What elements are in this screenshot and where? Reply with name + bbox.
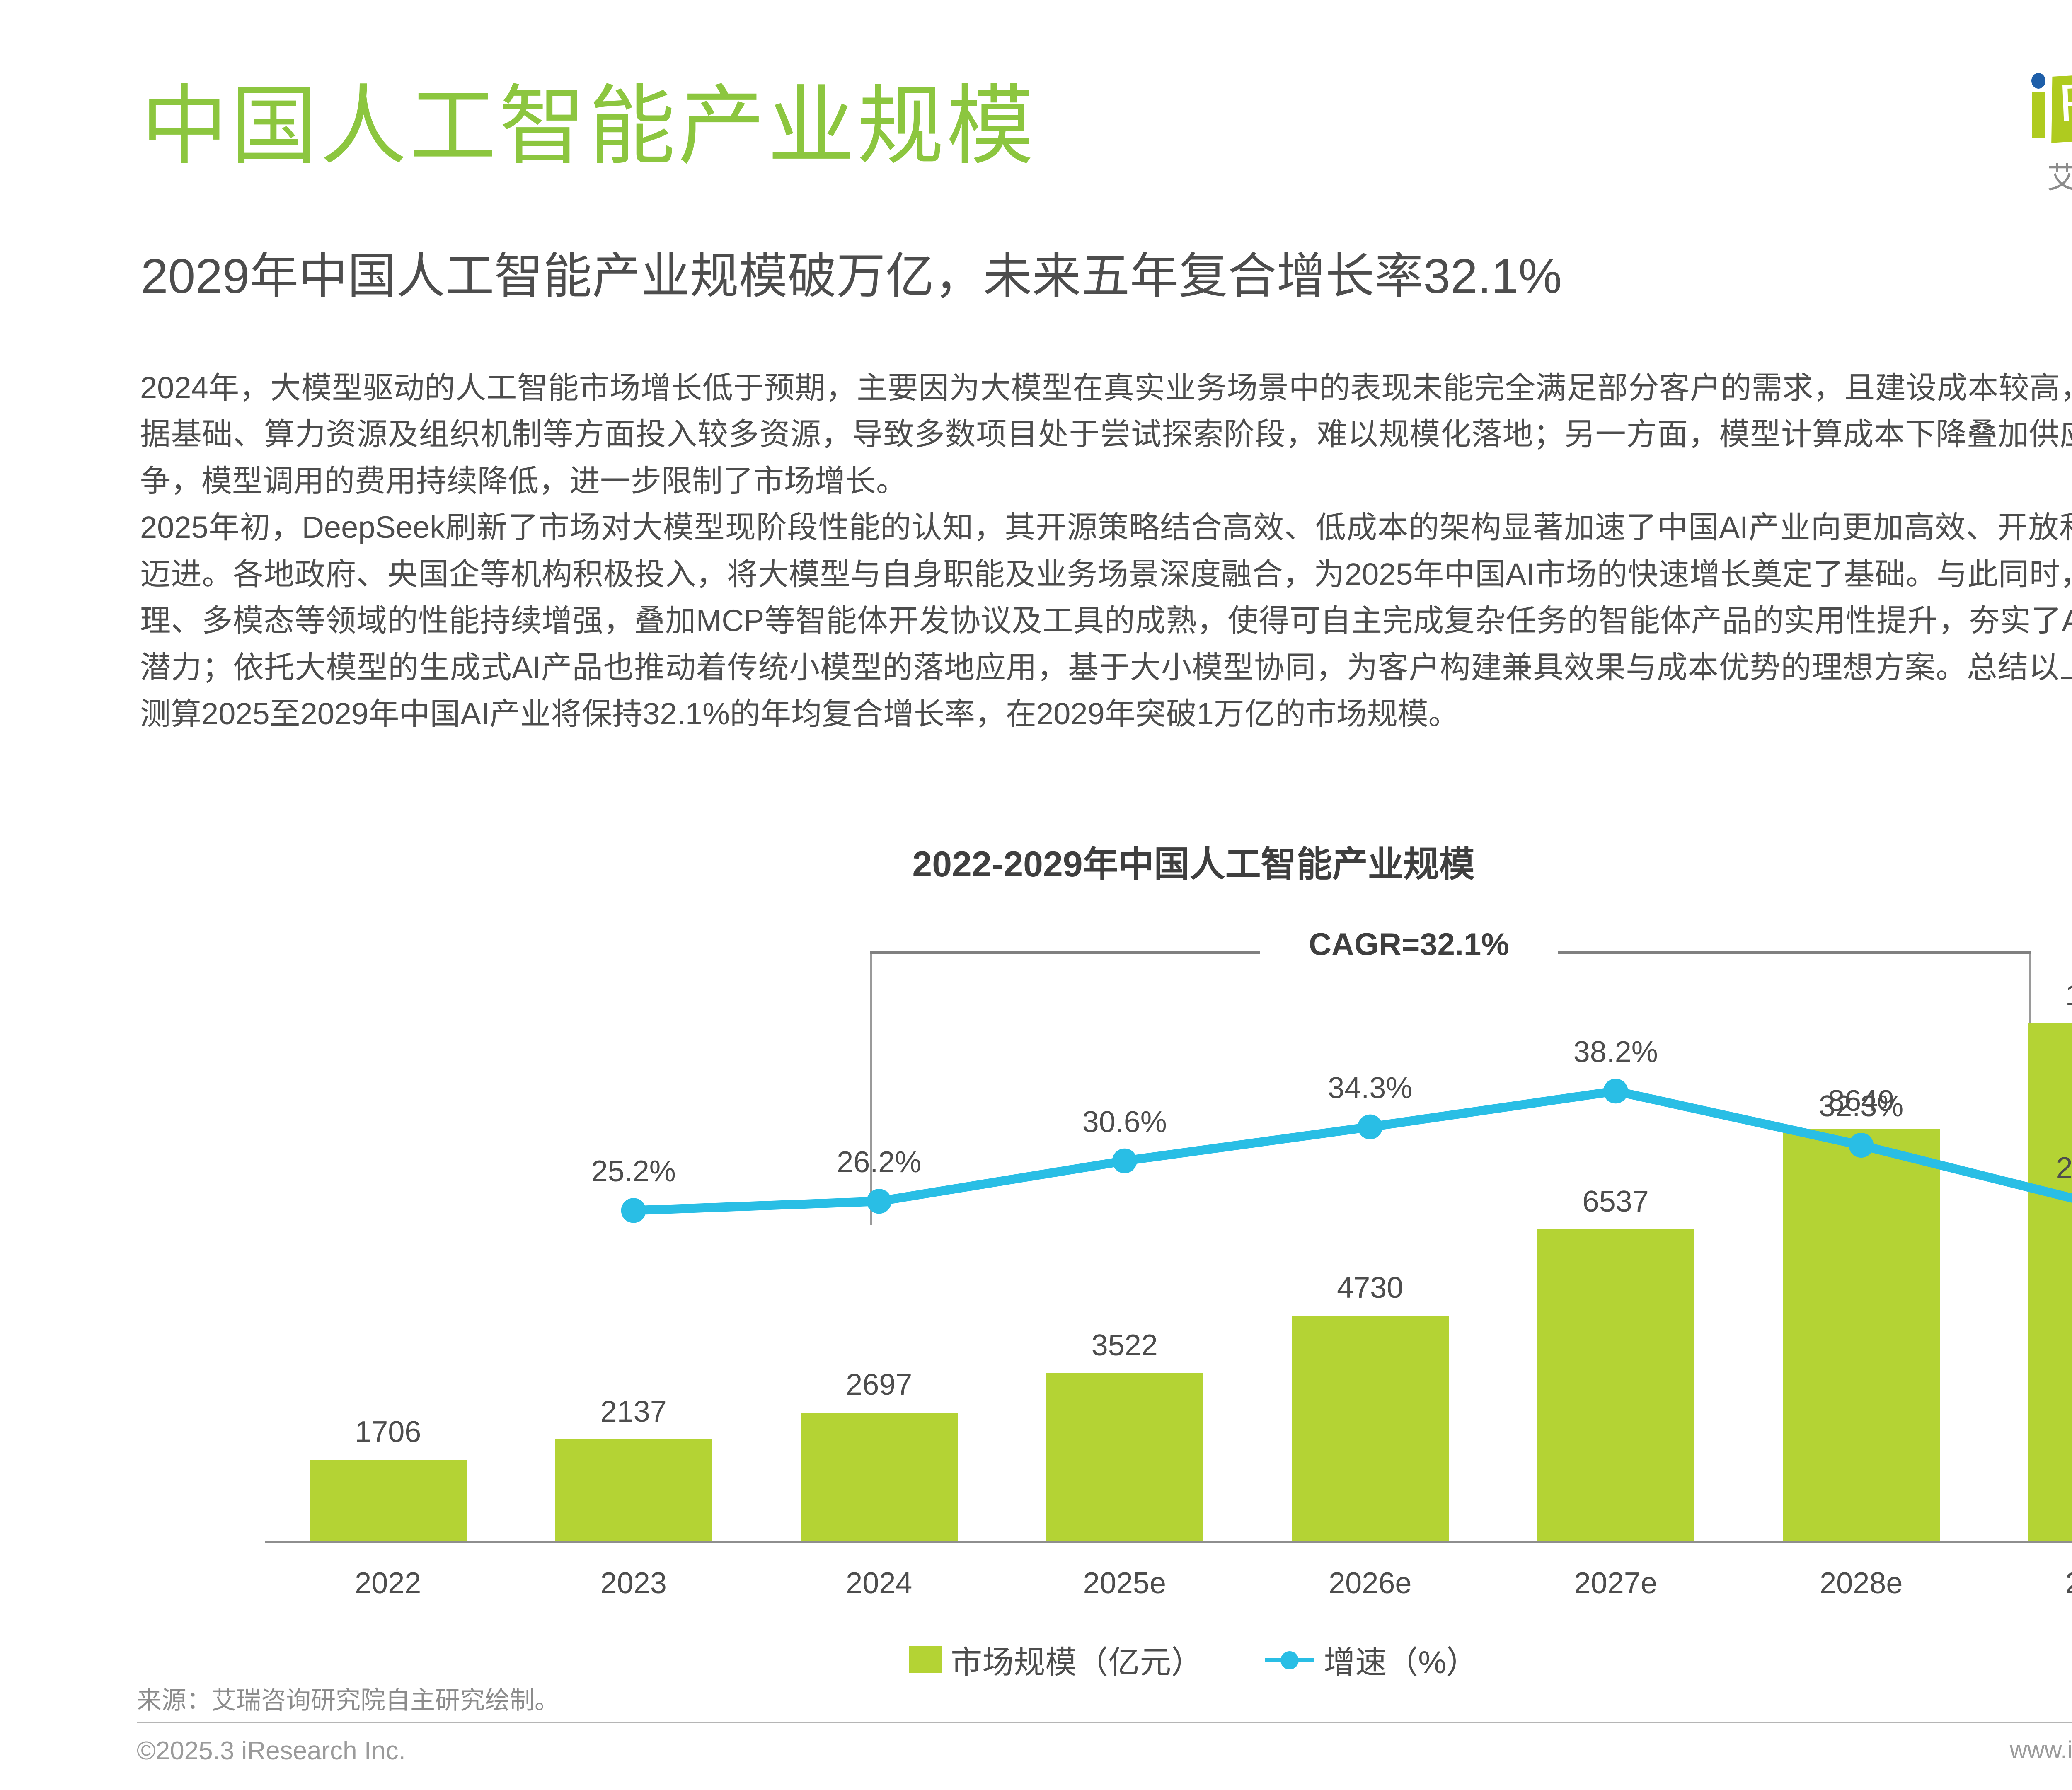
- line-data-point: [621, 1198, 646, 1223]
- line-value-label: 32.3%: [1819, 1090, 1904, 1123]
- body-text: 2024年，大模型驱动的人工智能市场增长低于预期，主要因为大模型在真实业务场景中…: [140, 365, 2072, 738]
- line-value-label: 30.6%: [1082, 1105, 1167, 1139]
- bar-value-label: 10863: [1984, 978, 2072, 1012]
- bar: [1782, 1128, 1940, 1541]
- footer-divider: [137, 1722, 2072, 1723]
- page-title: 中国人工智能产业规模: [141, 77, 1036, 175]
- logo-wordmark: Research: [2057, 65, 2072, 133]
- bar-value-label: 6537: [1582, 1185, 1649, 1218]
- logo-i-dot-icon: [2031, 73, 2045, 89]
- logo-i-stem-icon: [2032, 92, 2045, 138]
- copyright-text: ©2025.3 iResearch Inc.: [137, 1737, 406, 1765]
- x-axis-tick-label: 2029e: [1984, 1566, 2072, 1600]
- bar-slot: 2697: [756, 920, 1002, 1541]
- bar: [1537, 1229, 1694, 1541]
- bar-value-label: 2137: [600, 1395, 667, 1428]
- bar: [309, 1460, 467, 1541]
- x-axis-tick-label: 2022: [355, 1567, 421, 1600]
- bar-value-label: 4730: [1337, 1271, 1404, 1305]
- x-axis-tick-label: 2024: [846, 1567, 913, 1600]
- line-value-label: 34.3%: [1328, 1071, 1413, 1105]
- bar-slot: 6537: [1493, 920, 1739, 1541]
- bar-value-label: 2697: [846, 1368, 913, 1402]
- line-data-point: [867, 1189, 892, 1214]
- line-data-point: [1603, 1079, 1628, 1104]
- legend-item-line: 增速（%）: [1265, 1637, 1478, 1682]
- x-axis-tick-label: 2023: [600, 1567, 667, 1600]
- bar-slot: 8649: [1738, 920, 1984, 1541]
- legend-line-swatch-icon: [1265, 1651, 1315, 1669]
- bar-slot: 1706: [265, 920, 511, 1541]
- logo-mark: Research: [2022, 62, 2072, 149]
- cagr-label: CAGR=32.1%: [1309, 927, 1509, 962]
- bar: [1046, 1373, 1203, 1541]
- body-paragraph-1: 2024年，大模型驱动的人工智能市场增长低于预期，主要因为大模型在真实业务场景中…: [140, 370, 2072, 498]
- bar-slot: 10863: [1984, 920, 2072, 1541]
- legend-item-bar: 市场规模（亿元）: [909, 1637, 1203, 1682]
- cagr-bracket-left-line: [870, 951, 1260, 954]
- bar-group: 1706 2137 2697 3522 4730 6537 8649 10863: [265, 920, 2072, 1541]
- website-link[interactable]: www.iresearch.com.cn: [2009, 1737, 2072, 1763]
- bar-value-label: 1706: [355, 1415, 421, 1449]
- line-value-label: 25.2%: [591, 1155, 676, 1188]
- line-data-point: [1112, 1148, 1137, 1173]
- source-note: 来源：艾瑞咨询研究院自主研究绘制。: [137, 1686, 559, 1714]
- growth-line-series: [621, 1079, 2072, 1223]
- x-axis-tick-label: 2028e: [1820, 1567, 1903, 1600]
- line-value-label: 25.60%: [2056, 1151, 2072, 1185]
- x-axis-line: [265, 1541, 2072, 1543]
- bar-slot: 2137: [511, 920, 757, 1541]
- x-axis-tick-label: 2027e: [1574, 1567, 1657, 1600]
- bar-slot: 4730: [1247, 920, 1493, 1541]
- bar: [800, 1413, 958, 1541]
- legend-label-line: 增速（%）: [1324, 1645, 1478, 1680]
- legend-bar-swatch-icon: [909, 1646, 942, 1673]
- x-axis-tick-label: 2025e: [1083, 1567, 1166, 1600]
- line-data-point: [1358, 1114, 1383, 1139]
- bar: [1291, 1316, 1449, 1541]
- bar: [2028, 1023, 2072, 1541]
- line-value-label: 26.2%: [837, 1146, 922, 1179]
- chart-title: 2022-2029年中国人工智能产业规模: [912, 844, 1475, 884]
- cagr-bracket-right-line: [1558, 951, 2031, 954]
- plot-area: 1706 2137 2697 3522 4730 6537 8649 10863 25.2% 2…: [265, 920, 2072, 1600]
- chart: CAGR=32.1% 17062137269735224730653786491…: [265, 920, 2072, 1620]
- legend-label-bar: 市场规模（亿元）: [951, 1645, 1203, 1680]
- iresearch-logo: Research 艾瑞咨询: [2022, 62, 2072, 199]
- chart-legend: 市场规模（亿元） 增速（%）: [0, 1637, 2072, 1682]
- body-paragraph-2: 2025年初，DeepSeek刷新了市场对大模型现阶段性能的认知，其开源策略结合…: [140, 510, 2072, 731]
- x-axis-tick-label: 2026e: [1329, 1567, 1412, 1600]
- cagr-bracket-left-tick: [870, 951, 872, 1225]
- line-value-label: 38.2%: [1573, 1035, 1658, 1069]
- bar-slot: 3522: [1002, 920, 1248, 1541]
- bar-value-label: 3522: [1091, 1329, 1158, 1362]
- page-subtitle: 2029年中国人工智能产业规模破万亿，未来五年复合增长率32.1%: [141, 249, 1562, 304]
- logo-chinese-name: 艾瑞咨询: [2047, 153, 2072, 197]
- bar-value-label: 8649: [1828, 1084, 1895, 1118]
- bar: [555, 1439, 712, 1541]
- line-data-point: [1849, 1133, 1874, 1158]
